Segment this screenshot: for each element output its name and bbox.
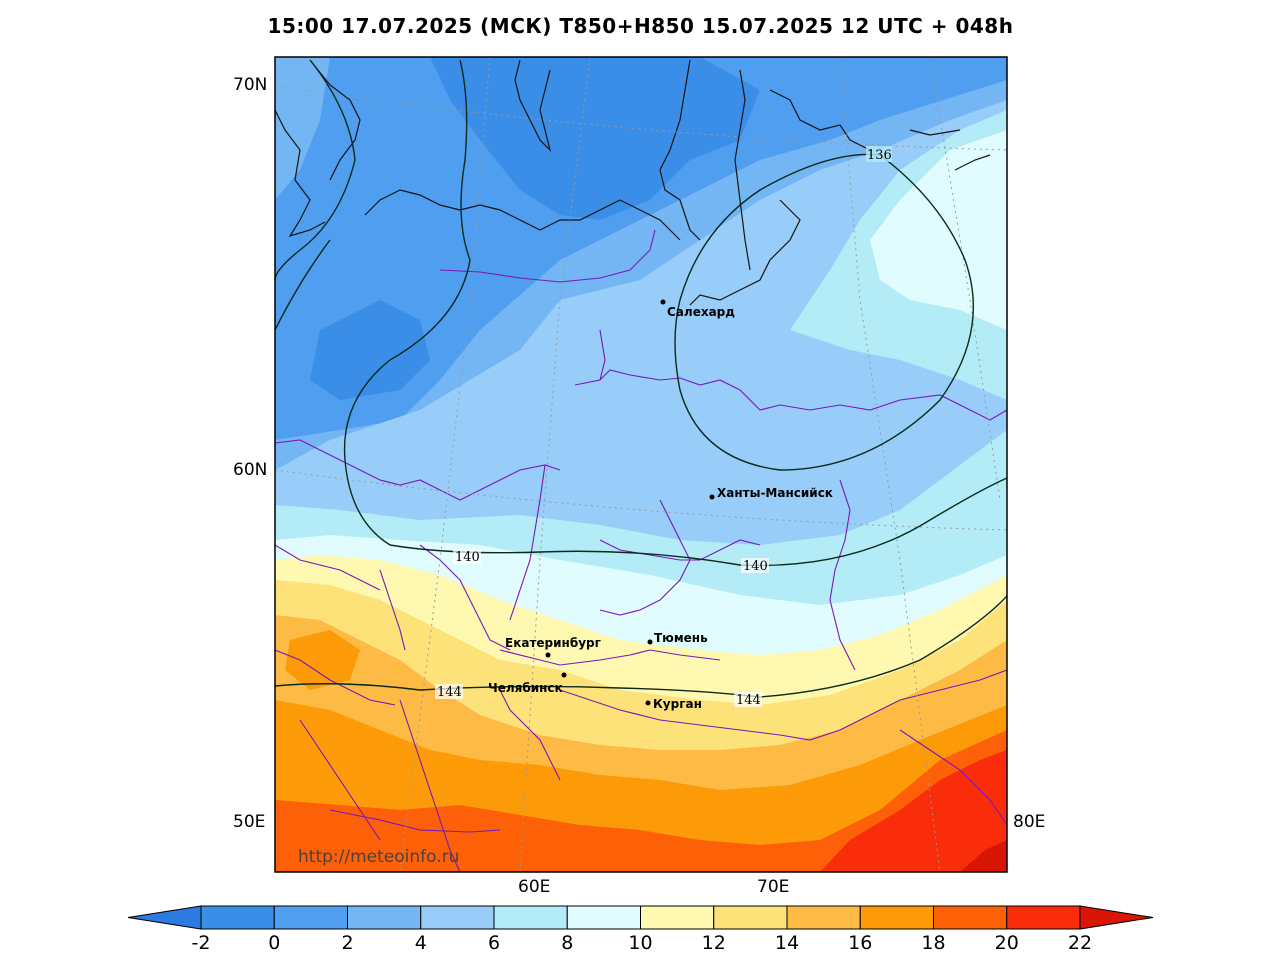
lon-label-60e: 60E xyxy=(518,877,550,897)
isoline-west xyxy=(275,239,331,331)
city-dot-khanty-mansiysk xyxy=(709,494,715,500)
colorbar-tick-label: 16 xyxy=(848,932,872,954)
city-label-kurgan: Курган xyxy=(653,697,702,711)
isoline-136 xyxy=(674,153,974,471)
city-label-khanty-mansiysk: Ханты-Мансийск xyxy=(717,486,833,500)
lat-label-60n: 60N xyxy=(233,460,267,480)
colorbar-swatch xyxy=(347,905,422,930)
isoline-north-b xyxy=(343,59,1007,567)
colorbar-tick-label: 0 xyxy=(268,932,280,954)
band-18-20 xyxy=(275,730,1007,872)
colorbar-swatch xyxy=(420,905,495,930)
isolines xyxy=(275,59,1007,698)
watermark-text: http://meteoinfo.ru xyxy=(298,847,459,867)
city-dot-salekhard xyxy=(660,299,666,305)
map-title: 15:00 17.07.2025 (МСК) T850+H850 15.07.2… xyxy=(267,14,1014,38)
lon-label-50e: 50E xyxy=(233,812,265,832)
coastlines xyxy=(275,59,991,306)
isoline-label-136: 136 xyxy=(867,148,892,163)
colorbar-swatch xyxy=(859,905,934,930)
colorbar-under-arrow xyxy=(127,905,202,930)
colorbar-tick-label: -2 xyxy=(192,932,211,954)
colorbar-swatch xyxy=(566,905,641,930)
temperature-field: http://meteoinfo.ru xyxy=(275,57,1007,872)
city-dot-kurgan xyxy=(645,700,651,706)
colorbar-swatch xyxy=(640,905,715,930)
colorbar-swatch xyxy=(713,905,788,930)
city-label-ekaterinburg: Екатеринбург xyxy=(505,636,601,650)
colorbar-swatch xyxy=(200,905,275,930)
isoline-label-144-a: 144 xyxy=(437,685,462,700)
isoline-labels: 136 140 140 144 144 xyxy=(435,146,892,708)
city-dot-ekaterinburg xyxy=(545,652,551,658)
colorbar-swatch xyxy=(786,905,861,930)
band-over-22 xyxy=(960,840,1007,872)
colorbar-tick-label: 6 xyxy=(488,932,500,954)
city-label-chelyabinsk: Челябинск xyxy=(488,681,563,695)
lon-label-80e: 80E xyxy=(1013,812,1045,832)
colorbar-tick-label: 10 xyxy=(628,932,652,954)
isoline-north-a xyxy=(275,59,356,281)
band-16-18-west xyxy=(285,630,360,690)
isoline-144 xyxy=(275,595,1007,698)
colorbar-tick-label: 14 xyxy=(775,932,799,954)
colorbar: -2 0 2 4 6 8 10 12 14 16 18 20 22 xyxy=(127,905,1154,954)
colorbar-swatch xyxy=(273,905,348,930)
colorbar-tick-label: 20 xyxy=(995,932,1019,954)
isoline-label-140-b: 140 xyxy=(743,559,768,574)
colorbar-swatch xyxy=(493,905,568,930)
colorbar-tick-label: 8 xyxy=(561,932,573,954)
city-label-tyumen: Тюмень xyxy=(654,631,708,645)
lon-label-70e: 70E xyxy=(757,877,789,897)
band-8-10-north xyxy=(870,130,1007,330)
isoline-label-144-b: 144 xyxy=(736,693,761,708)
colorbar-tick-label: 18 xyxy=(921,932,945,954)
map-frame xyxy=(274,56,1008,873)
isoline-label-140-a: 140 xyxy=(455,550,480,565)
colorbar-over-arrow xyxy=(1079,905,1154,930)
lat-label-70n: 70N xyxy=(233,75,267,95)
band-m2-0-west xyxy=(310,300,430,400)
colorbar-tick-label: 22 xyxy=(1068,932,1092,954)
city-dot-chelyabinsk xyxy=(561,672,567,678)
colorbar-swatch xyxy=(933,905,1008,930)
cities: Салехард Ханты-Мансийск Тюмень Екатеринб… xyxy=(488,299,833,711)
colorbar-swatch xyxy=(1006,905,1081,930)
colorbar-tick-label: 2 xyxy=(341,932,353,954)
city-dot-tyumen xyxy=(647,639,653,645)
city-label-salekhard: Салехард xyxy=(667,305,735,319)
colorbar-tick-label: 12 xyxy=(702,932,726,954)
band-m2-0 xyxy=(430,57,760,220)
colorbar-tick-label: 4 xyxy=(415,932,427,954)
graticule xyxy=(275,57,1007,872)
band-20-22 xyxy=(820,750,1007,872)
